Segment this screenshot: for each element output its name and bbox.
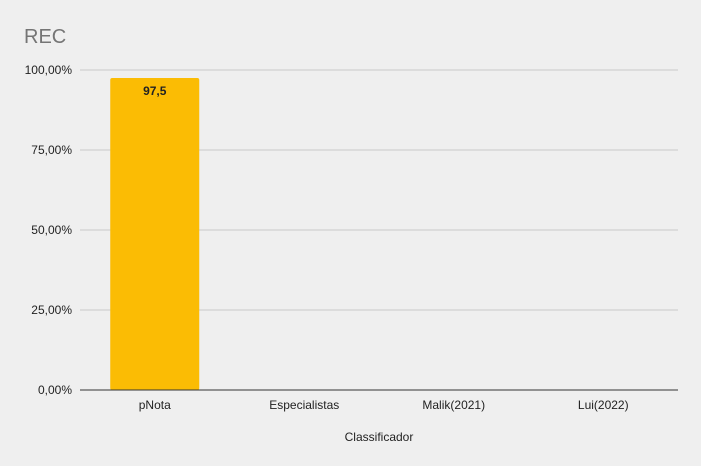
y-axis-ticks: 0,00% 25,00% 50,00% 75,00% 100,00%: [25, 63, 73, 397]
y-tick-label: 50,00%: [31, 223, 72, 237]
bar-pnota: [110, 78, 200, 390]
chart-title: REC: [24, 26, 66, 48]
y-tick-label: 25,00%: [31, 303, 72, 317]
y-tick-label: 0,00%: [38, 383, 72, 397]
data-label: 97,5: [143, 84, 167, 98]
x-tick-label: Lui(2022): [578, 398, 629, 412]
y-tick-label: 75,00%: [31, 143, 72, 157]
data-labels: 97,5: [143, 84, 167, 98]
x-axis-title: Classificador: [345, 430, 414, 444]
x-tick-label: pNota: [139, 398, 171, 412]
x-tick-label: Especialistas: [269, 398, 339, 412]
x-tick-label: Malik(2021): [422, 398, 485, 412]
x-axis-ticks: pNota Especialistas Malik(2021) Lui(2022): [139, 398, 629, 412]
y-tick-label: 100,00%: [25, 63, 73, 77]
bars: [110, 78, 200, 390]
